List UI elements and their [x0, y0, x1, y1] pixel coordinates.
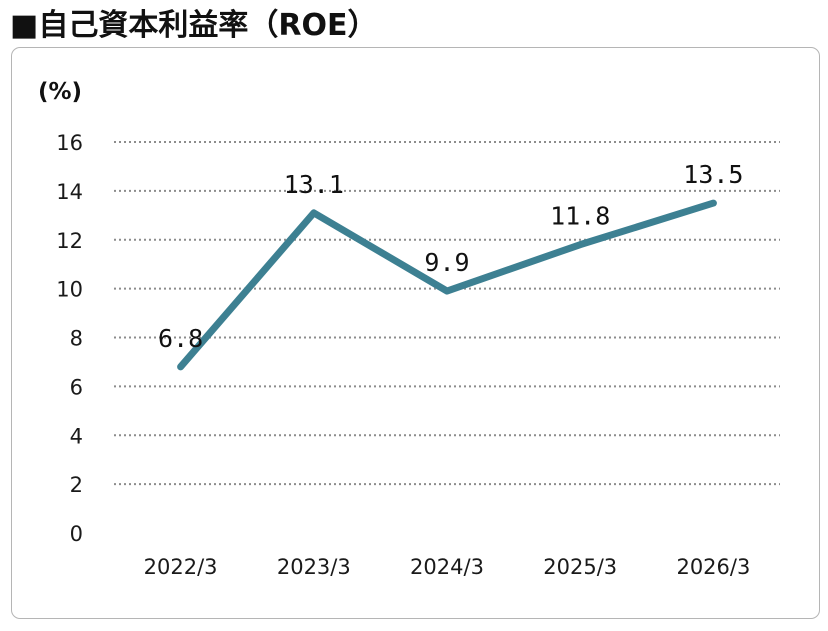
- y-tick-label: 14: [56, 180, 83, 204]
- data-labels: 6.8 13.1 9.9 11.8 13.5: [158, 160, 743, 353]
- gridlines: [114, 141, 780, 486]
- data-label: 13.5: [683, 160, 743, 189]
- series-line: [177, 199, 717, 371]
- data-label: 11.8: [550, 202, 610, 231]
- y-tick-label: 16: [56, 131, 83, 155]
- y-tick-label: 2: [70, 473, 83, 497]
- x-tick-label: 2022/3: [144, 555, 218, 579]
- y-tick-label: 8: [70, 327, 83, 351]
- x-tick-label: 2025/3: [543, 555, 617, 579]
- y-tick-labels: 0 2 4 6 8 10 12 14 16: [56, 131, 83, 546]
- y-tick-label: 4: [70, 424, 83, 448]
- chart-frame: [11, 47, 820, 619]
- y-axis-label: (%): [38, 79, 82, 105]
- x-tick-label: 2024/3: [410, 555, 484, 579]
- y-tick-label: 6: [70, 375, 83, 399]
- x-tick-label: 2026/3: [676, 555, 750, 579]
- y-tick-label: 12: [56, 229, 83, 253]
- data-label: 9.9: [424, 248, 469, 277]
- chart-title: ■自己資本利益率（ROE）: [10, 8, 378, 43]
- data-label: 13.1: [284, 170, 344, 199]
- x-tick-label: 2023/3: [277, 555, 351, 579]
- x-tick-labels: 2022/3 2023/3 2024/3 2025/3 2026/3: [144, 555, 751, 579]
- y-tick-label: 0: [70, 522, 83, 546]
- data-label: 6.8: [158, 324, 203, 353]
- y-tick-label: 10: [56, 278, 83, 302]
